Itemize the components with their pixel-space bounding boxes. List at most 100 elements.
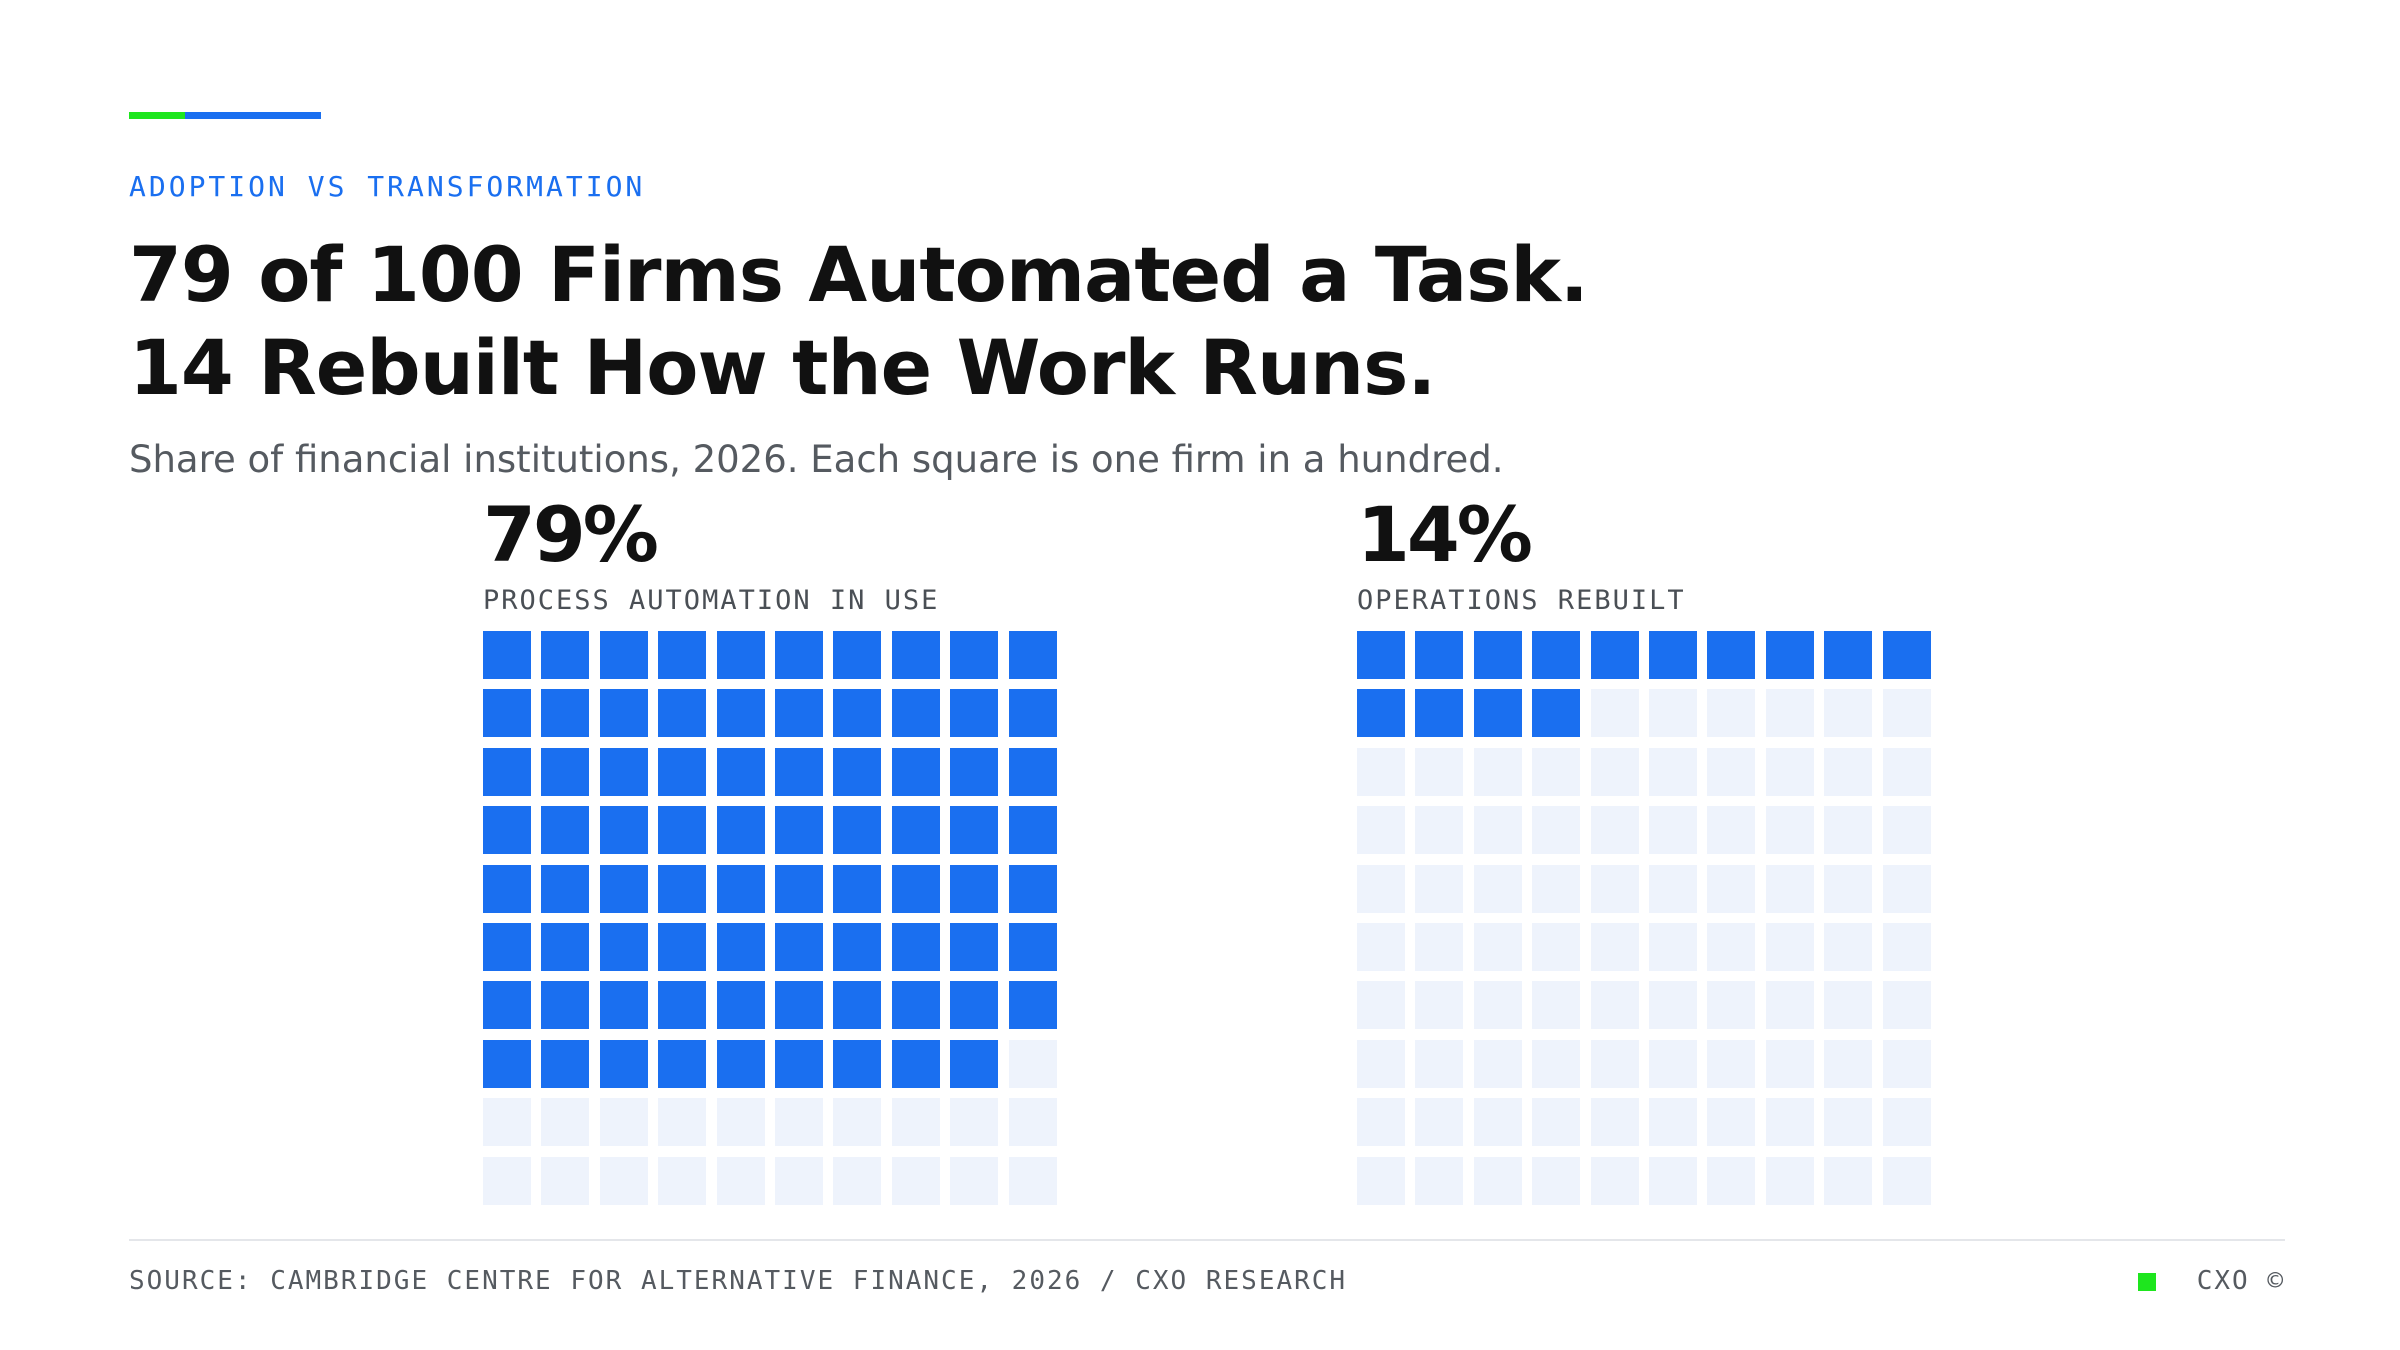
waffle-square-empty — [950, 1156, 999, 1205]
waffle-square-empty — [541, 1156, 590, 1205]
waffle-square-filled — [775, 631, 823, 679]
waffle-square-empty — [1357, 923, 1405, 971]
waffle-square-filled — [716, 981, 765, 1030]
waffle-square-filled — [1415, 689, 1464, 738]
waffle-square-empty — [1532, 923, 1581, 971]
waffle-square-filled — [775, 806, 823, 855]
waffle-square-empty — [1415, 923, 1464, 971]
waffle-square-empty — [1882, 981, 1931, 1030]
waffle-square-empty — [1649, 981, 1697, 1030]
waffle-square-filled — [1008, 806, 1057, 855]
waffle-square-filled — [1008, 981, 1057, 1030]
waffle-square-empty — [1824, 689, 1873, 738]
waffle-square-empty — [483, 1098, 531, 1147]
waffle-square-filled — [483, 747, 531, 796]
waffle-square-empty — [1707, 1098, 1756, 1147]
waffle-square-empty — [658, 1098, 707, 1147]
waffle-square-filled — [1008, 747, 1057, 796]
waffle-square-filled — [658, 747, 707, 796]
waffle-square-filled — [658, 806, 707, 855]
waffle-square-filled — [891, 747, 940, 796]
waffle-square-empty — [541, 1098, 590, 1147]
waffle-square-empty — [658, 1156, 707, 1205]
waffle-square-empty — [1590, 689, 1639, 738]
waffle-square-filled — [1532, 689, 1581, 738]
waffle-square-filled — [716, 923, 765, 971]
waffle-square-filled — [483, 864, 531, 913]
waffle-square-filled — [1357, 689, 1405, 738]
waffle-square-filled — [775, 981, 823, 1030]
waffle-square-filled — [483, 631, 531, 679]
waffle-square-filled — [950, 981, 999, 1030]
waffle-square-filled — [950, 864, 999, 913]
waffle-square-filled — [658, 981, 707, 1030]
waffle-square-empty — [1590, 1098, 1639, 1147]
waffle-square-empty — [1415, 864, 1464, 913]
waffle-square-filled — [950, 1039, 999, 1088]
waffle-square-empty — [1649, 1156, 1697, 1205]
waffle-square-empty — [775, 1156, 823, 1205]
waffle-square-filled — [716, 1039, 765, 1088]
headline-line-2: 14 Rebuilt How the Work Runs. — [129, 323, 1436, 412]
waffle-square-filled — [833, 1039, 882, 1088]
waffle-square-filled — [541, 981, 590, 1030]
waffle-square-empty — [775, 1098, 823, 1147]
waffle-square-filled — [541, 747, 590, 796]
waffle-square-empty — [1357, 806, 1405, 855]
waffle-square-filled — [483, 1039, 531, 1088]
waffle-square-empty — [1357, 1039, 1405, 1088]
waffle-square-filled — [658, 1039, 707, 1088]
waffle-square-filled — [833, 864, 882, 913]
waffle-square-filled — [658, 689, 707, 738]
waffle-category-label: PROCESS AUTOMATION IN USE — [483, 585, 940, 616]
waffle-square-empty — [1532, 1156, 1581, 1205]
waffle-grid-automation — [483, 631, 1059, 1207]
waffle-square-empty — [1532, 1098, 1581, 1147]
waffle-square-filled — [1008, 689, 1057, 738]
waffle-square-empty — [1707, 864, 1756, 913]
waffle-square-empty — [833, 1156, 882, 1205]
waffle-square-empty — [1765, 747, 1814, 796]
waffle-square-filled — [1008, 923, 1057, 971]
waffle-square-filled — [775, 864, 823, 913]
waffle-square-filled — [891, 923, 940, 971]
waffle-square-filled — [775, 923, 823, 971]
waffle-square-filled — [483, 981, 531, 1030]
waffle-category-label: OPERATIONS REBUILT — [1357, 585, 1686, 616]
waffle-square-filled — [541, 864, 590, 913]
waffle-square-empty — [1649, 806, 1697, 855]
brand-square-icon — [2138, 1273, 2156, 1291]
waffle-square-empty — [1765, 981, 1814, 1030]
waffle-square-filled — [658, 631, 707, 679]
waffle-square-empty — [1415, 981, 1464, 1030]
waffle-square-empty — [1649, 689, 1697, 738]
waffle-square-filled — [1415, 631, 1464, 679]
waffle-square-filled — [1707, 631, 1756, 679]
waffle-square-empty — [1882, 747, 1931, 796]
accent-bar-blue — [185, 112, 321, 119]
waffle-square-filled — [891, 864, 940, 913]
eyebrow-label: ADOPTION VS TRANSFORMATION — [129, 170, 646, 203]
waffle-square-filled — [891, 981, 940, 1030]
waffle-square-filled — [833, 923, 882, 971]
waffle-square-empty — [1649, 1039, 1697, 1088]
waffle-square-empty — [1473, 864, 1522, 913]
waffle-square-filled — [1649, 631, 1697, 679]
waffle-square-filled — [541, 806, 590, 855]
waffle-square-empty — [1473, 747, 1522, 796]
waffle-square-empty — [1707, 923, 1756, 971]
waffle-square-empty — [1882, 1156, 1931, 1205]
waffle-square-empty — [1008, 1156, 1057, 1205]
waffle-square-empty — [1882, 1039, 1931, 1088]
waffle-square-empty — [1415, 747, 1464, 796]
waffle-square-empty — [1473, 1039, 1522, 1088]
waffle-square-empty — [891, 1098, 940, 1147]
waffle-square-filled — [891, 631, 940, 679]
waffle-square-empty — [1824, 864, 1873, 913]
waffle-square-filled — [483, 689, 531, 738]
waffle-square-empty — [1473, 1098, 1522, 1147]
accent-bar-green — [129, 112, 185, 119]
waffle-square-empty — [1532, 747, 1581, 796]
waffle-square-empty — [1707, 1156, 1756, 1205]
